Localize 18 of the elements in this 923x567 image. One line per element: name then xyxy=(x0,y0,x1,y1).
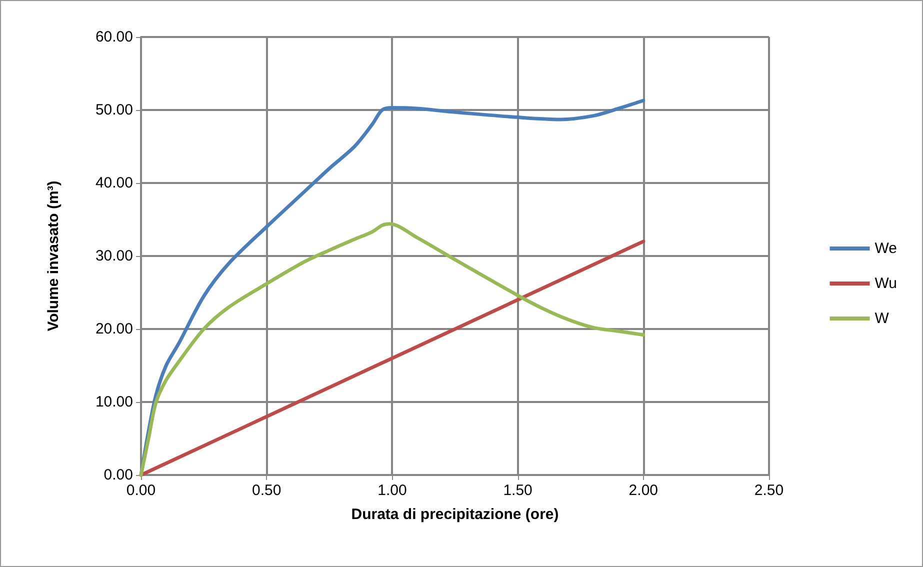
x-tick-label: 0.50 xyxy=(252,482,282,499)
x-tick-label: 2.50 xyxy=(754,482,784,499)
legend-label: W xyxy=(874,310,890,327)
y-tick-label: 40.00 xyxy=(95,174,133,192)
x-tick-label: 1.50 xyxy=(503,482,532,499)
y-tick-label: 60.00 xyxy=(95,28,133,46)
x-tick-label: 0.00 xyxy=(126,482,156,499)
y-tick-label: 30.00 xyxy=(95,248,133,264)
legend-label: We xyxy=(874,240,898,257)
x-tick-label: 1.00 xyxy=(378,482,407,499)
y-axis-title: Volume invasato (m³) xyxy=(45,180,62,332)
y-tick-label: 20.00 xyxy=(95,320,133,338)
y-tick-label: 10.00 xyxy=(95,394,133,410)
legend-label: Wu xyxy=(874,275,898,292)
y-tick-label: 50.00 xyxy=(95,102,133,118)
x-axis-title: Durata di precipitazione (ore) xyxy=(351,506,559,523)
y-tick-label: 0.00 xyxy=(104,466,133,484)
x-tick-label: 2.00 xyxy=(628,482,658,499)
